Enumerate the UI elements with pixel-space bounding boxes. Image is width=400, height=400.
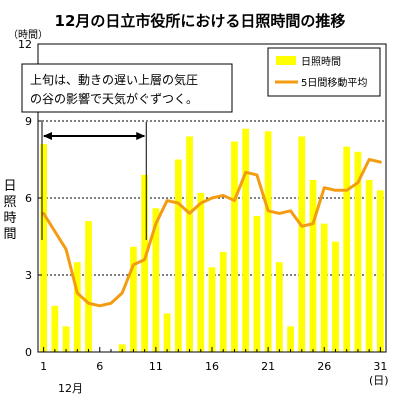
chart-title: 12月の日立市役所における日照時間の推移	[55, 12, 346, 30]
bar-day-21	[264, 131, 272, 352]
bar-day-26	[320, 223, 328, 352]
bar-day-8	[118, 344, 126, 352]
bar-day-30	[365, 180, 373, 352]
bar-day-11	[152, 208, 160, 352]
y-axis-label-char: 時	[3, 211, 16, 226]
annotation-box: 上旬は、動きの遅い上層の気圧 の谷の影響で天気がぐずつく。	[21, 63, 233, 113]
x-tick-label: 21	[261, 360, 275, 373]
x-tick-label: 1	[40, 360, 47, 373]
bar-day-27	[332, 241, 339, 352]
legend-bar-swatch	[276, 56, 296, 65]
bar-day-24	[298, 136, 306, 352]
legend: 日照時間 5日間移動平均	[267, 47, 381, 97]
legend-bar-label: 日照時間	[301, 56, 341, 68]
bar-day-20	[253, 215, 261, 352]
bar-day-17	[219, 251, 227, 352]
bar-day-2	[51, 305, 59, 352]
bar-day-3	[62, 326, 70, 352]
x-tick-label: 26	[317, 360, 331, 373]
bar-day-15	[197, 192, 205, 352]
y-axis-label-char: 照	[3, 195, 16, 210]
bar-day-5	[85, 221, 92, 352]
y-ticks: 0 3 6 9 12	[18, 38, 42, 359]
bars-layer	[40, 128, 384, 352]
x-tick-label: 6	[96, 360, 103, 373]
x-tick-label: 16	[205, 360, 219, 373]
annotation-line-2: の谷の影響で天気がぐずつく。	[30, 91, 198, 106]
x-tick-label: 31	[373, 360, 387, 373]
line-layer	[42, 158, 382, 308]
bar-day-14	[186, 136, 193, 352]
y-tick-label: 0	[25, 346, 32, 359]
bar-day-31	[377, 190, 384, 352]
bar-day-9	[130, 246, 137, 352]
y-tick-label: 6	[25, 192, 32, 205]
legend-line-label: 5日間移動平均	[301, 76, 367, 89]
bar-day-29	[354, 151, 362, 352]
x-axis-month: 12月	[58, 382, 83, 395]
bar-day-28	[343, 146, 351, 352]
x-ticks: 1 6 11 16 21 26 31	[40, 347, 387, 373]
bar-day-4	[73, 262, 81, 352]
moving-average-line	[42, 158, 382, 308]
y-axis-label-char: 日	[3, 179, 16, 194]
bar-day-16	[208, 267, 216, 352]
bar-day-10	[141, 174, 149, 352]
y-tick-label: 12	[18, 38, 32, 51]
y-tick-label: 3	[25, 269, 32, 282]
bar-day-19	[242, 128, 250, 352]
bar-day-1	[40, 144, 47, 352]
bar-day-25	[309, 180, 317, 352]
bar-day-22	[275, 262, 283, 352]
y-axis-unit: （時間）	[8, 29, 48, 41]
annotation-line-1: 上旬は、動きの遅い上層の気圧	[30, 72, 198, 87]
y-axis-label: 日照時間	[3, 179, 16, 242]
bar-day-13	[174, 159, 182, 352]
x-axis-unit: (日)	[369, 374, 389, 387]
x-tick-label: 11	[149, 360, 163, 373]
y-axis-label-char: 間	[3, 227, 16, 242]
annotation-bracket	[41, 122, 147, 240]
y-tick-label: 9	[25, 115, 32, 128]
bar-day-23	[287, 326, 294, 352]
bar-day-12	[163, 313, 171, 352]
bar-day-18	[231, 141, 238, 352]
bracket-arrow-right	[136, 132, 146, 140]
bracket-arrow-left	[43, 132, 52, 140]
